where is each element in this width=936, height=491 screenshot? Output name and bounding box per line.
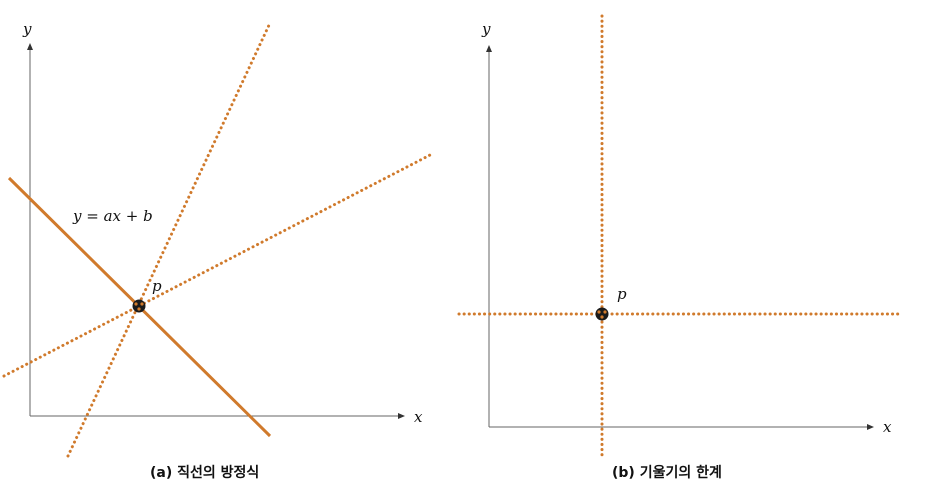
panel-b: y x p (b) 기울기의 한계 — [457, 14, 904, 481]
panel-a-caption: (a) 직선의 방정식 — [150, 464, 259, 481]
panel-b-y-axis-label: y — [481, 20, 491, 38]
panel-a-dotted-line-shallow — [2, 152, 434, 378]
panel-a-point-p — [132, 299, 146, 313]
panel-b-caption: (b) 기울기의 한계 — [612, 464, 722, 481]
panel-a-equation-label: y = ax + b — [72, 207, 153, 225]
panel-a: y x y = ax + b p (a) 직선의 방정식 — [2, 20, 434, 481]
panel-b-point-p — [595, 307, 609, 321]
panel-a-point-label: p — [152, 277, 162, 295]
panel-a-dotted-line-steep — [66, 21, 272, 458]
panel-a-x-axis-label: x — [414, 408, 423, 426]
panel-a-y-axis-label: y — [22, 20, 32, 38]
panel-b-x-axis-label: x — [883, 418, 892, 436]
panel-b-point-label: p — [617, 285, 627, 303]
